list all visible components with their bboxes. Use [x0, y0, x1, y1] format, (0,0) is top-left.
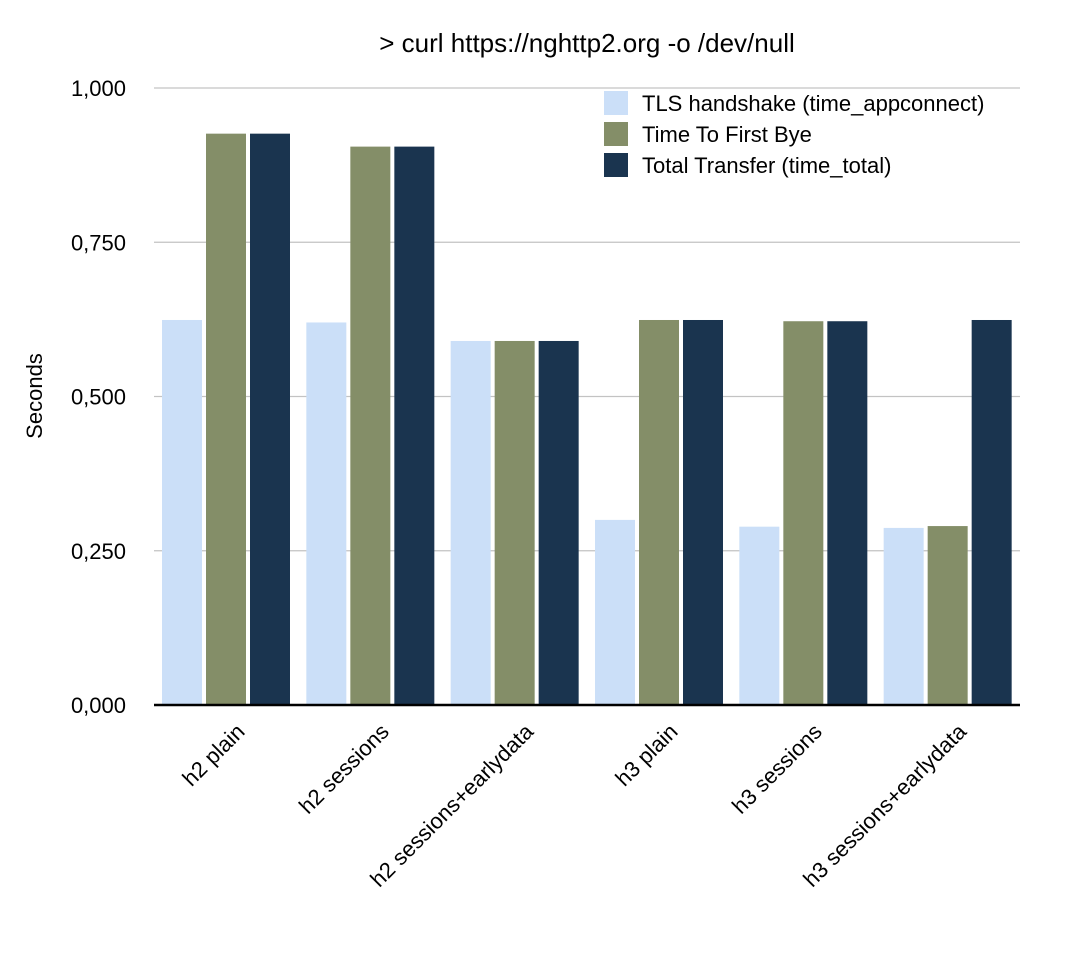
- bar: [494, 340, 535, 705]
- y-tick-label: 0,250: [71, 539, 126, 564]
- bar: [971, 319, 1012, 705]
- x-category-label: h3 plain: [610, 719, 682, 791]
- bar: [739, 526, 780, 705]
- legend-swatch: [604, 153, 628, 177]
- legend-label: Time To First Bye: [642, 122, 812, 147]
- bar: [883, 527, 924, 705]
- bar: [927, 526, 968, 705]
- bar: [350, 146, 391, 706]
- x-category-label: h2 sessions: [294, 719, 394, 819]
- bar: [450, 340, 491, 705]
- y-tick-label: 0,500: [71, 385, 126, 410]
- x-category-label: h2 sessions+earlydata: [365, 718, 538, 891]
- bar: [306, 322, 347, 705]
- y-tick-label: 1,000: [71, 76, 126, 101]
- legend: TLS handshake (time_appconnect) Time To F…: [604, 91, 984, 178]
- bar: [394, 146, 435, 706]
- bar: [250, 133, 290, 705]
- legend-label: TLS handshake (time_appconnect): [642, 91, 984, 116]
- bar: [206, 133, 246, 705]
- y-axis-label: Seconds: [22, 353, 47, 439]
- bar: [595, 519, 635, 705]
- bar: [639, 319, 679, 705]
- legend-swatch: [604, 91, 628, 115]
- bar: [683, 319, 723, 705]
- chart-title: > curl https://nghttp2.org -o /dev/null: [379, 28, 795, 58]
- bar: [827, 321, 868, 705]
- x-category-label: h3 sessions+earlydata: [798, 718, 971, 891]
- bar: [162, 319, 202, 705]
- gridlines: [154, 87, 1020, 552]
- y-tick-label: 0,000: [71, 693, 126, 718]
- y-axis-ticks: 0,000 0,250 0,500 0,750 1,000: [71, 76, 126, 718]
- bars: [154, 133, 1020, 707]
- x-category-label: h2 plain: [177, 719, 249, 791]
- bar: [783, 321, 824, 705]
- legend-swatch: [604, 122, 628, 146]
- bar: [538, 340, 579, 705]
- x-category-label: h3 sessions: [727, 719, 827, 819]
- y-tick-label: 0,750: [71, 230, 126, 255]
- legend-label: Total Transfer (time_total): [642, 153, 891, 178]
